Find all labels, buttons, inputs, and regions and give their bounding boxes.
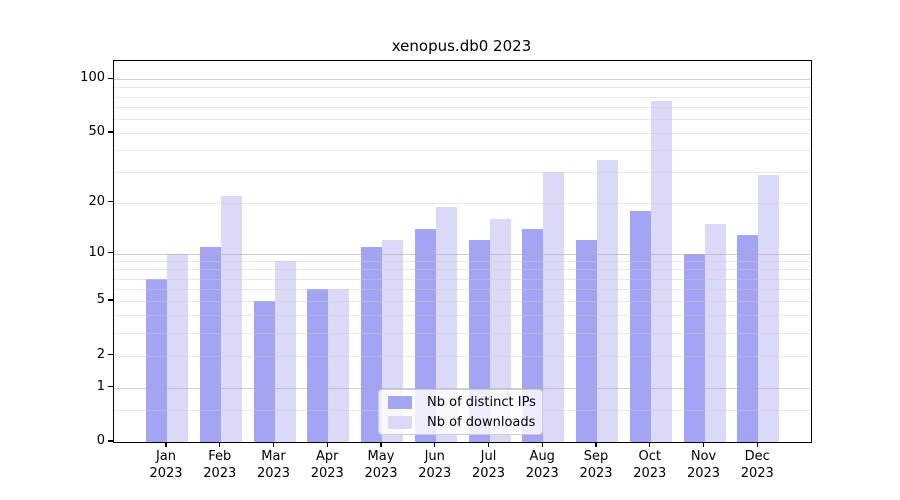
x-tick-mark: [756, 441, 758, 447]
gridline-minor: [114, 301, 811, 303]
bar-downloads: [220, 195, 242, 442]
x-tick-label: Apr 2023: [310, 449, 344, 481]
y-tick-mark: [108, 440, 113, 442]
legend-label-distinct-ips: Nb of distinct IPs: [427, 394, 536, 410]
bar-distinct-ips: [629, 210, 651, 442]
y-tick-label: 5: [96, 292, 105, 308]
x-tick-mark: [219, 441, 221, 447]
bar-distinct-ips: [253, 301, 275, 442]
x-tick-label: Jun 2023: [418, 449, 452, 481]
x-tick-mark: [702, 441, 705, 447]
y-tick-label: 100: [80, 70, 105, 86]
x-tick-mark: [541, 441, 543, 447]
x-tick-mark: [434, 441, 436, 447]
bar-distinct-ips: [361, 246, 382, 442]
gridline-minor: [114, 87, 811, 89]
x-tick-label: May 2023: [364, 449, 398, 481]
legend-item-distinct-ips: Nb of distinct IPs: [379, 392, 542, 412]
x-tick-label: Jul 2023: [471, 449, 506, 481]
x-tick-label: Aug 2023: [525, 449, 559, 481]
bar-downloads: [435, 206, 457, 442]
gridline-major: [114, 253, 811, 255]
bar-downloads: [758, 174, 780, 442]
bar-downloads: [328, 289, 350, 442]
gridline-minor: [114, 315, 811, 317]
y-tick-mark: [108, 251, 113, 254]
y-tick-label: 2: [96, 346, 105, 362]
gridline-minor: [114, 118, 811, 120]
bar-distinct-ips: [414, 229, 436, 442]
bar-downloads: [543, 172, 565, 442]
gridline-minor: [114, 202, 811, 204]
x-tick-label: Feb 2023: [203, 449, 237, 481]
bar-distinct-ips: [146, 278, 167, 442]
gridline-minor: [114, 289, 811, 291]
plot-area: [113, 60, 812, 443]
x-tick-mark: [326, 441, 328, 447]
y-tick-mark: [108, 299, 113, 301]
legend-swatch-downloads: [388, 415, 412, 429]
y-tick-mark: [108, 77, 113, 79]
legend-label-downloads: Nb of downloads: [427, 414, 536, 430]
gridline-minor: [114, 150, 811, 152]
bar-distinct-ips: [683, 253, 705, 442]
y-tick-label: 20: [88, 193, 105, 209]
x-tick-label: Oct 2023: [633, 449, 667, 481]
y-tick-label: 50: [88, 123, 105, 139]
gridline-major: [114, 387, 811, 389]
chart-title: xenopus.db0 2023: [391, 37, 532, 55]
gridline-minor: [114, 96, 811, 98]
bar-downloads: [489, 219, 511, 442]
x-tick-label: Jan 2023: [149, 449, 183, 481]
x-tick-mark: [595, 441, 597, 447]
bar-distinct-ips: [737, 234, 759, 442]
bar-downloads: [650, 100, 672, 442]
y-tick-label: 0: [96, 433, 105, 448]
bar-downloads: [274, 261, 296, 442]
gridline-minor: [114, 172, 811, 174]
bar-downloads: [597, 160, 618, 442]
y-tick-mark: [108, 200, 113, 203]
x-tick-mark: [380, 441, 382, 447]
bar-distinct-ips: [199, 246, 221, 442]
gridline-minor: [114, 261, 811, 262]
gridline-minor: [114, 132, 811, 134]
x-tick-label: Dec 2023: [740, 449, 774, 481]
bar-distinct-ips: [307, 289, 329, 442]
gridline-minor: [114, 269, 811, 271]
bar-distinct-ips: [522, 229, 544, 442]
legend-swatch-distinct-ips: [388, 395, 412, 409]
bar-downloads: [167, 253, 188, 442]
legend-item-downloads: Nb of downloads: [379, 412, 542, 432]
y-tick-label: 1: [96, 378, 105, 394]
x-tick-mark: [649, 441, 651, 447]
gridline-minor: [114, 278, 811, 280]
x-tick-label: Nov 2023: [686, 449, 721, 481]
x-tick-label: Sep 2023: [579, 449, 613, 481]
x-tick-mark: [272, 441, 275, 447]
bar-distinct-ips: [576, 240, 597, 442]
y-tick-label: 10: [88, 244, 105, 260]
gridline-minor: [114, 106, 811, 108]
x-tick-label: Mar 2023: [256, 449, 291, 481]
x-tick-mark: [165, 441, 167, 447]
x-tick-mark: [487, 441, 490, 447]
y-tick-mark: [108, 353, 113, 356]
gridline-major: [114, 79, 811, 81]
y-tick-mark: [108, 131, 113, 133]
gridline-minor: [114, 333, 811, 335]
gridline-minor: [114, 355, 811, 357]
y-tick-mark: [108, 385, 113, 388]
legend: Nb of distinct IPs Nb of downloads: [378, 389, 543, 435]
